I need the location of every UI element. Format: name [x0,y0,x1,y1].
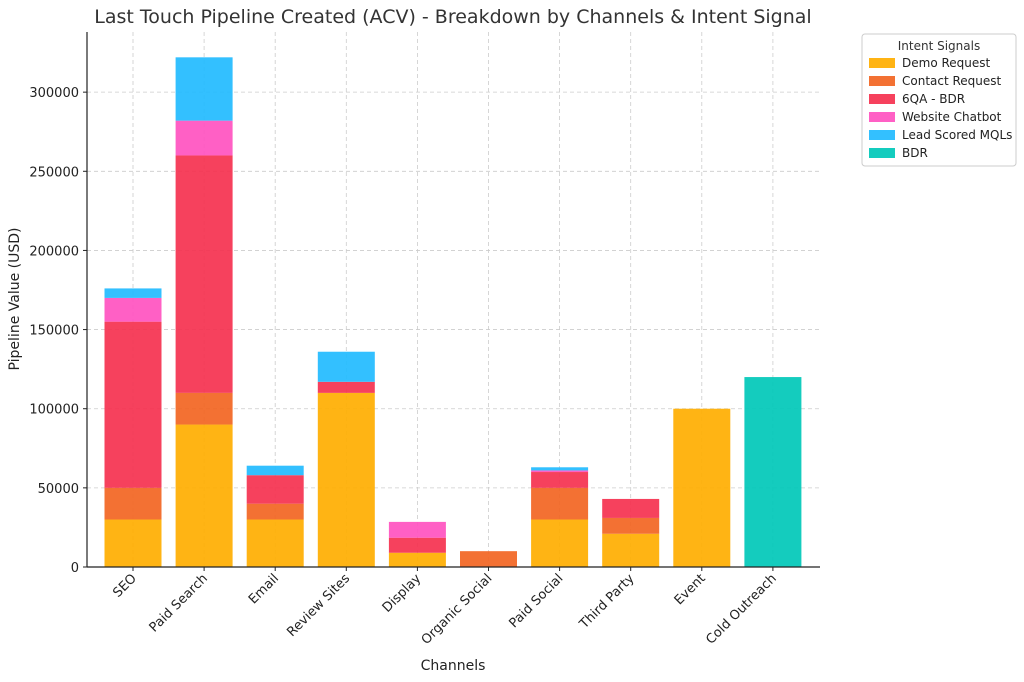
legend-swatch [869,58,895,68]
legend-label: Website Chatbot [902,110,1002,124]
bar-segment [317,392,375,567]
x-tick-label: Cold Outreach [703,571,779,647]
legend-swatch [869,148,895,158]
x-tick-label: Organic Social [419,571,496,648]
bar-segment [104,519,162,567]
axes-layer [86,32,820,568]
legend-frame [861,33,1017,167]
legend-label: BDR [902,146,928,160]
bar-segment [388,537,446,553]
bar-segment [104,487,162,520]
chart-title: Last Touch Pipeline Created (ACV) - Brea… [94,6,811,28]
legend-items: Demo Request Contact Request 6QA - BDR Webs… [869,56,1012,160]
legend: Intent Signals Demo Request Contact Reque… [861,33,1017,167]
bar-segment [531,470,589,473]
x-tick-label: Review Sites [284,571,353,640]
bar-segment [175,155,233,393]
legend-label: Demo Request [902,56,991,70]
y-tick-label: 100000 [29,403,79,418]
bar-segment [531,467,589,471]
legend-title: Intent Signals [898,39,980,53]
y-tick-label: 150000 [29,324,79,339]
bar-segment [317,351,375,382]
legend-swatch [869,112,895,122]
bar-segment [673,408,731,567]
bar-segment [602,533,660,567]
legend-label: Contact Request [902,74,1002,88]
bar-segment [744,377,802,567]
bar-segment [175,392,233,425]
bar-segment [531,487,589,520]
bar-segment [104,288,162,298]
bar-segment [388,521,446,538]
bar-segment [246,465,304,476]
bar-segment [388,552,446,567]
x-tick-label: Third Party [576,571,637,632]
bars-layer [104,57,802,567]
bar-segment [317,381,375,393]
legend-swatch [869,76,895,86]
y-axis-label: Pipeline Value (USD) [7,228,23,371]
legend-swatch [869,130,895,140]
x-tick-label: Event [672,571,709,608]
y-tick-label: 250000 [29,165,79,180]
bar-segment [460,551,517,567]
y-tick-labels: 0 50000 100000 150000 200000 250000 300000 [29,86,87,576]
y-tick-label: 0 [71,561,79,576]
x-tick-label: Email [246,571,282,607]
bar-segment [104,297,162,322]
legend-label: Lead Scored MQLs [902,128,1012,142]
y-tick-label: 50000 [38,482,79,497]
y-tick-label: 200000 [29,244,79,259]
y-tick-label: 300000 [29,86,79,101]
bar-segment [602,498,660,518]
bar-segment [175,424,233,567]
x-axis-label: Channels [421,658,486,674]
bar-segment [175,120,233,156]
legend-label: 6QA - BDR [902,92,965,106]
bar-segment [246,475,304,504]
bar-segment [246,519,304,567]
x-tick-labels: SEO Paid Search Email Review Sites DisplayOr… [110,567,780,648]
x-tick-label: SEO [110,571,139,600]
bar-segment [246,503,304,520]
x-tick-label: Paid Social [506,571,566,631]
x-tick-label: Paid Search [147,571,211,635]
bar-segment [602,517,660,534]
bar-segment [104,321,162,488]
bar-segment [531,519,589,567]
x-tick-label: Display [380,571,425,616]
bar-segment [531,472,589,488]
legend-swatch [869,94,895,104]
bar-segment [175,57,233,121]
